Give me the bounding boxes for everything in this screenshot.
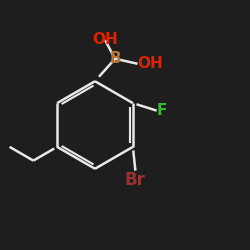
Text: F: F	[157, 103, 167, 118]
Text: OH: OH	[138, 56, 163, 71]
Text: Br: Br	[125, 170, 146, 188]
Text: B: B	[109, 51, 121, 66]
Text: OH: OH	[92, 32, 118, 48]
